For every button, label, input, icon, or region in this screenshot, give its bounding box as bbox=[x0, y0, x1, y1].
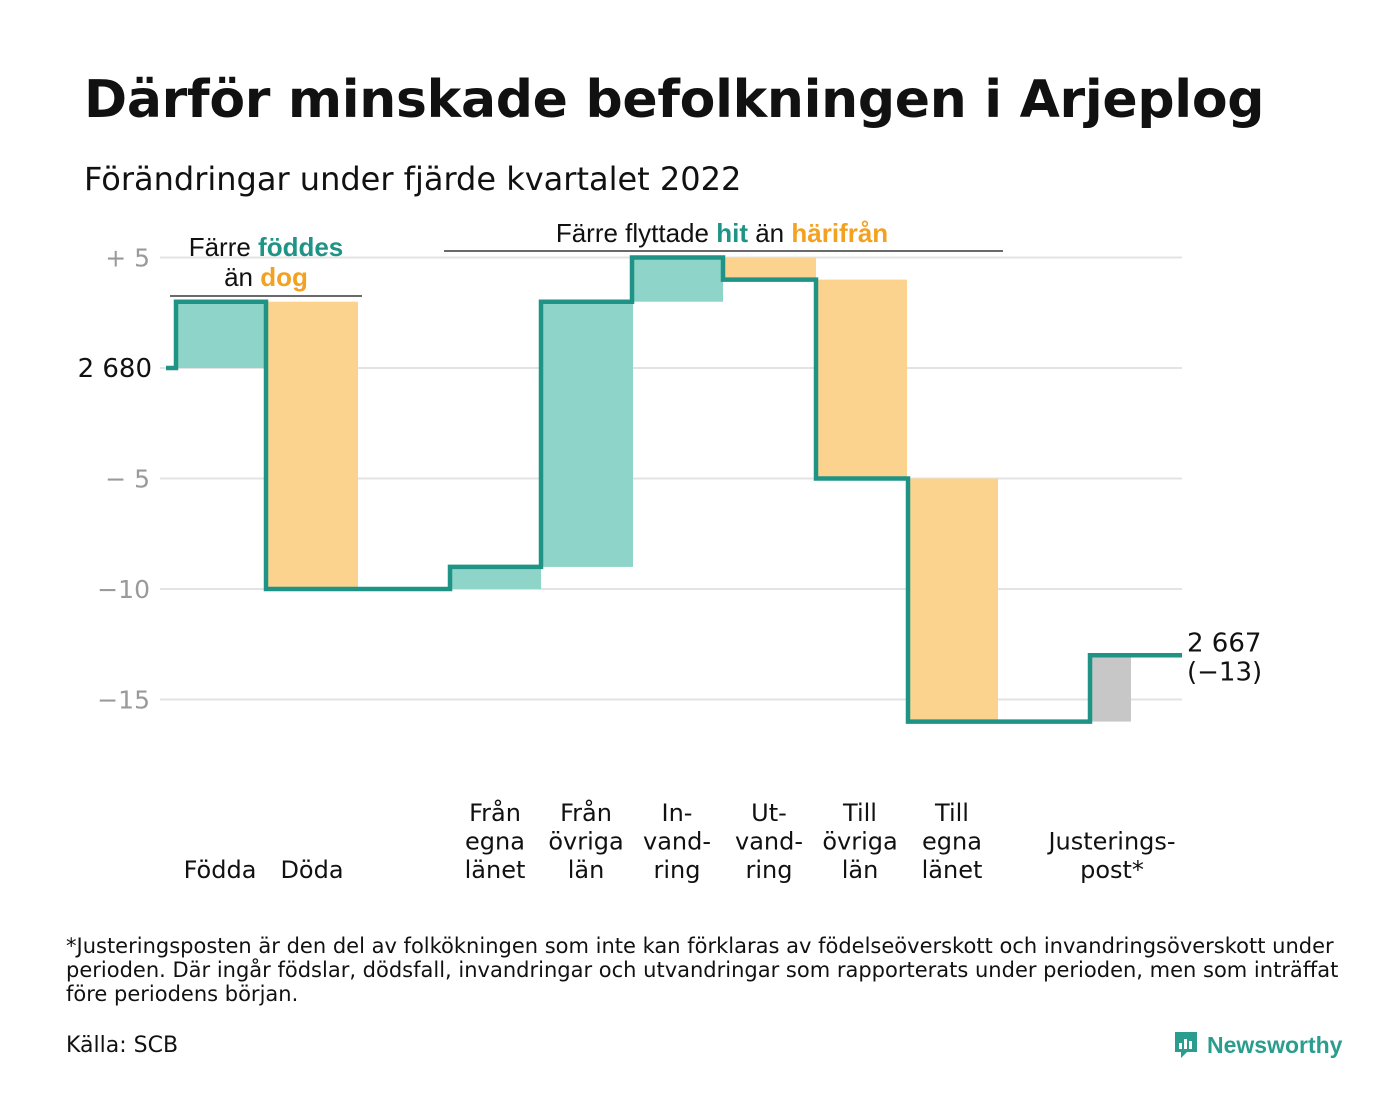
category-label: länet bbox=[922, 856, 983, 884]
annotation-highlight-born: föddes bbox=[258, 232, 343, 262]
category-label: post* bbox=[1080, 856, 1144, 884]
bar-5 bbox=[723, 257, 816, 280]
annotation-highlight-died: dog bbox=[260, 262, 308, 292]
category-label: länet bbox=[465, 856, 526, 884]
bar-8 bbox=[1090, 655, 1131, 722]
bar-7 bbox=[908, 478, 998, 722]
category-label: ring bbox=[654, 856, 701, 884]
births-annotation-line1: Färre föddes bbox=[189, 232, 344, 262]
waterfall-chart: + 5 − 5 −10 −15 2 680 2 667(−13) Födda Döda Från… bbox=[78, 218, 1263, 884]
category-label: län bbox=[842, 856, 879, 884]
annotation-text: Färre bbox=[189, 232, 258, 262]
footnote: *Justeringsposten är den del av folkökni… bbox=[66, 934, 1339, 1006]
category-label: Justerings- bbox=[1046, 828, 1175, 856]
end-value-label: 2 667 bbox=[1187, 628, 1261, 658]
y-tick-label: −15 bbox=[97, 686, 150, 715]
category-label: In- bbox=[662, 799, 693, 827]
category-label: Från bbox=[469, 798, 521, 827]
chart-title: Därför minskade befolkningen i Arjeplog bbox=[84, 70, 1265, 130]
bar-chart-speech-icon bbox=[1175, 1032, 1197, 1058]
y-tick-label: −10 bbox=[97, 575, 150, 604]
y-tick-label: + 5 bbox=[105, 244, 150, 273]
category-label: vand- bbox=[643, 828, 711, 856]
bar-3 bbox=[541, 301, 633, 567]
category-label: Till bbox=[842, 799, 877, 827]
annotation-highlight-from-here: härifrån bbox=[791, 218, 888, 248]
start-value-label: 2 680 bbox=[78, 354, 152, 384]
migration-annotation: Färre flyttade hit än härifrån bbox=[556, 218, 888, 248]
category-label: egna bbox=[465, 828, 525, 856]
end-change-label: (−13) bbox=[1187, 657, 1262, 687]
bar-2 bbox=[450, 566, 541, 589]
category-label: Ut- bbox=[751, 799, 787, 827]
annotation-text: än bbox=[224, 262, 260, 292]
category-label: Döda bbox=[280, 856, 343, 884]
newsworthy-logo: Newsworthy bbox=[1173, 1030, 1342, 1060]
cumulative-step-line bbox=[166, 255, 1182, 724]
category-label: övriga bbox=[548, 828, 623, 856]
bar-4 bbox=[632, 257, 723, 302]
category-label: län bbox=[568, 856, 605, 884]
source-note: Källa: SCB bbox=[66, 1033, 179, 1058]
category-label: vand- bbox=[735, 828, 803, 856]
category-label: Från bbox=[560, 798, 612, 827]
bar-6 bbox=[816, 279, 907, 479]
annotation-text: Färre flyttade bbox=[556, 218, 716, 248]
category-label: ring bbox=[746, 856, 793, 884]
annotation-text: än bbox=[748, 218, 791, 248]
annotation-highlight-here: hit bbox=[716, 218, 748, 248]
y-tick-label: − 5 bbox=[105, 465, 150, 494]
bar-1 bbox=[268, 301, 358, 589]
births-annotation-line2: än dog bbox=[224, 262, 308, 292]
category-label: Födda bbox=[184, 856, 257, 884]
category-label: övriga bbox=[822, 828, 897, 856]
category-label: Till bbox=[934, 799, 969, 827]
category-label: egna bbox=[922, 828, 982, 856]
logo-text: Newsworthy bbox=[1207, 1031, 1343, 1058]
chart-subtitle: Förändringar under fjärde kvartalet 2022 bbox=[84, 160, 742, 198]
bar-0 bbox=[176, 301, 264, 368]
